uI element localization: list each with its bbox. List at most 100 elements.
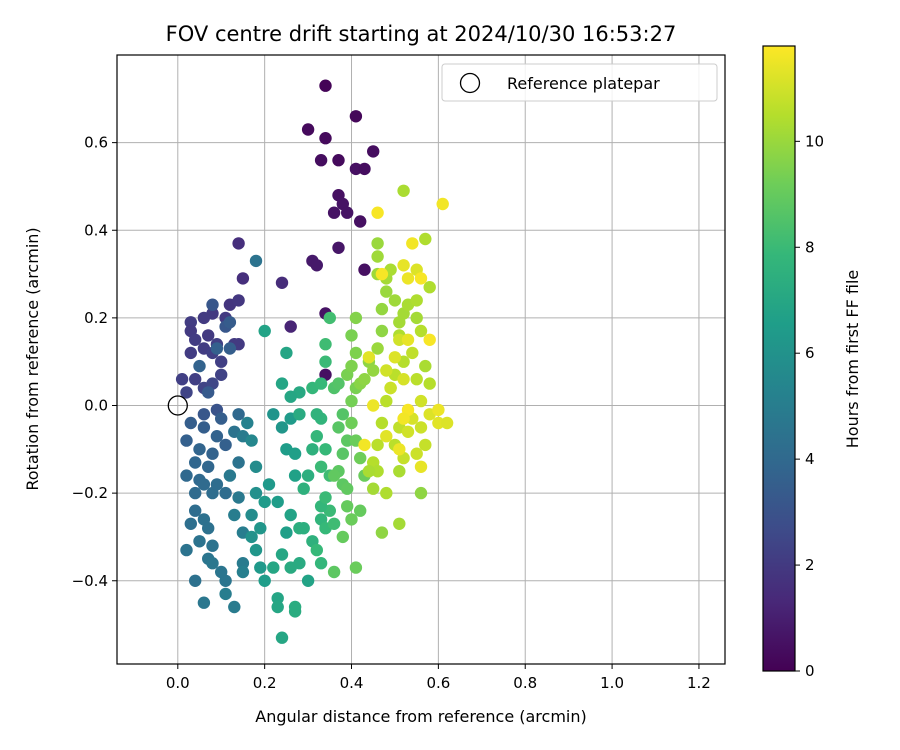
data-point bbox=[341, 434, 354, 447]
data-point bbox=[423, 333, 436, 346]
data-point bbox=[288, 447, 302, 460]
colorbar-gradient bbox=[763, 46, 795, 671]
data-point bbox=[375, 416, 389, 430]
data-point bbox=[258, 495, 271, 509]
data-point bbox=[284, 320, 297, 333]
y-axis-ticks: −0.4 −0.2 0.0 0.2 0.4 0.6 bbox=[72, 134, 117, 590]
data-point bbox=[184, 346, 197, 360]
x-tick-label: 0.6 bbox=[426, 674, 450, 692]
data-point bbox=[180, 469, 193, 482]
x-tick-label: 0.0 bbox=[166, 674, 190, 692]
data-point bbox=[301, 123, 315, 136]
data-point bbox=[414, 460, 428, 473]
y-tick-label: 0.6 bbox=[84, 134, 108, 152]
data-point bbox=[210, 342, 224, 355]
data-point bbox=[341, 206, 354, 219]
data-point bbox=[271, 592, 284, 605]
data-point bbox=[206, 557, 219, 570]
data-point bbox=[232, 408, 245, 421]
data-point bbox=[232, 456, 245, 469]
data-point bbox=[210, 478, 224, 491]
plot-area bbox=[117, 55, 725, 664]
data-point bbox=[197, 311, 211, 325]
data-point bbox=[215, 412, 228, 425]
data-point bbox=[202, 522, 215, 535]
data-point bbox=[440, 416, 454, 430]
data-point bbox=[197, 596, 211, 609]
reference-marker-layer bbox=[167, 395, 188, 416]
data-point bbox=[297, 522, 310, 535]
data-point bbox=[184, 517, 197, 530]
data-point bbox=[341, 500, 354, 513]
data-point bbox=[189, 504, 202, 517]
data-point bbox=[397, 184, 410, 197]
data-point bbox=[189, 373, 202, 386]
data-point bbox=[314, 557, 328, 570]
data-point bbox=[254, 561, 267, 574]
colorbar-tick-label: 10 bbox=[805, 132, 824, 150]
data-point bbox=[371, 342, 384, 355]
data-point bbox=[206, 447, 219, 460]
colorbar-tick-label: 2 bbox=[805, 556, 815, 574]
data-point bbox=[202, 386, 215, 399]
data-point bbox=[197, 421, 211, 434]
data-point bbox=[310, 430, 323, 443]
data-point bbox=[423, 281, 436, 294]
data-point bbox=[241, 416, 254, 430]
data-point bbox=[375, 324, 389, 338]
x-axis-ticks: 0.0 0.2 0.4 0.6 0.8 1.0 1.2 bbox=[166, 664, 711, 692]
data-point bbox=[189, 456, 202, 469]
data-point bbox=[345, 359, 358, 373]
data-point bbox=[319, 132, 332, 145]
x-axis-label: Angular distance from reference (arcmin) bbox=[255, 707, 586, 726]
data-point bbox=[193, 535, 206, 548]
data-point bbox=[367, 364, 380, 377]
data-point bbox=[275, 377, 289, 390]
data-point bbox=[228, 600, 241, 614]
data-point bbox=[189, 333, 202, 346]
data-point bbox=[419, 359, 432, 373]
data-point bbox=[288, 600, 302, 614]
data-point bbox=[319, 491, 332, 504]
data-point bbox=[258, 574, 271, 587]
data-point bbox=[419, 232, 432, 246]
data-point bbox=[219, 486, 232, 500]
chart-title: FOV centre drift starting at 2024/10/30 … bbox=[166, 22, 677, 46]
data-point bbox=[371, 237, 384, 250]
data-point bbox=[393, 333, 406, 346]
data-point bbox=[414, 272, 428, 285]
data-point bbox=[332, 241, 345, 254]
data-point bbox=[345, 394, 358, 408]
y-tick-label: 0.0 bbox=[84, 397, 108, 415]
data-point bbox=[193, 443, 206, 456]
data-point bbox=[288, 469, 302, 482]
data-point bbox=[354, 451, 367, 465]
data-point bbox=[432, 416, 445, 430]
legend-box bbox=[441, 63, 718, 102]
data-point bbox=[210, 430, 224, 443]
data-point bbox=[406, 237, 419, 250]
colorbar: 0 2 4 6 8 10 Hours from first FF file bbox=[762, 45, 862, 680]
data-point bbox=[327, 469, 341, 482]
data-point bbox=[332, 421, 345, 434]
data-point bbox=[275, 631, 289, 644]
data-point bbox=[332, 154, 345, 167]
data-point bbox=[401, 333, 415, 346]
data-point bbox=[349, 311, 363, 325]
data-point bbox=[223, 342, 237, 355]
data-point bbox=[397, 259, 410, 272]
data-point bbox=[380, 430, 393, 443]
data-point bbox=[271, 600, 284, 614]
data-point bbox=[419, 438, 432, 452]
data-point bbox=[193, 359, 206, 373]
data-point bbox=[410, 373, 423, 386]
legend-reference-marker bbox=[459, 72, 481, 94]
data-point bbox=[180, 386, 193, 399]
data-point bbox=[349, 110, 363, 123]
data-point bbox=[323, 311, 336, 325]
data-point bbox=[293, 408, 306, 421]
data-point bbox=[319, 443, 332, 456]
data-point bbox=[362, 465, 376, 478]
data-point bbox=[206, 298, 219, 311]
data-point bbox=[397, 412, 410, 425]
